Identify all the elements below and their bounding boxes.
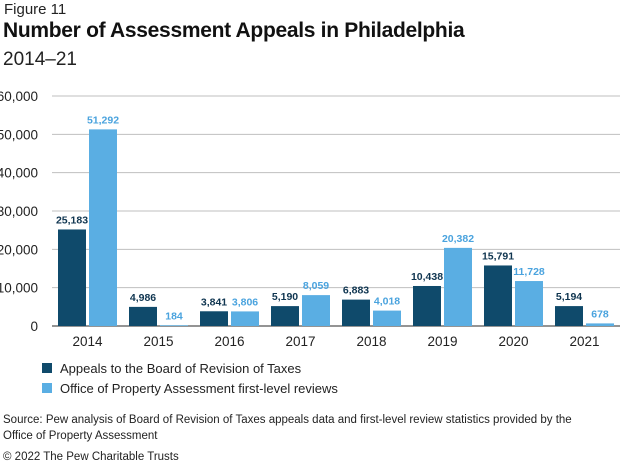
data-label: 15,791 bbox=[482, 250, 514, 262]
chart-subtitle: 2014–21 bbox=[3, 49, 77, 70]
legend-label-opa: Office of Property Assessment first-leve… bbox=[60, 380, 338, 396]
y-tick-label: 60,000 bbox=[0, 89, 38, 104]
x-tick-label: 2018 bbox=[356, 334, 386, 349]
bar-opa-2014 bbox=[89, 129, 117, 326]
x-tick-label: 2015 bbox=[143, 334, 173, 349]
bar-bort-2019 bbox=[413, 285, 441, 326]
bar-bort-2016 bbox=[200, 311, 228, 326]
y-tick-label: 0 bbox=[30, 319, 38, 334]
bar-opa-2020 bbox=[515, 281, 543, 326]
data-labels: 25,183 51,292 4,986 184 3,841 3,806 5,190 8,059… bbox=[56, 114, 609, 322]
data-label: 51,292 bbox=[87, 114, 119, 126]
legend-swatch-opa bbox=[42, 383, 52, 393]
data-label: 6,883 bbox=[343, 285, 369, 297]
bar-chart: 25,183 51,292 4,986 184 3,841 3,806 5,190 8,059… bbox=[0, 89, 620, 349]
x-tick-label: 2019 bbox=[427, 334, 457, 349]
data-label: 5,190 bbox=[272, 291, 298, 303]
data-label: 10,438 bbox=[411, 271, 443, 283]
legend-item-bort: Appeals to the Board of Revision of Taxe… bbox=[42, 358, 338, 378]
data-label: 8,059 bbox=[303, 280, 329, 292]
data-label: 3,806 bbox=[232, 296, 258, 308]
legend-item-opa: Office of Property Assessment first-leve… bbox=[42, 378, 338, 398]
legend: Appeals to the Board of Revision of Taxe… bbox=[42, 358, 338, 398]
bar-bort-2017 bbox=[271, 306, 299, 326]
data-label: 184 bbox=[165, 310, 183, 322]
data-label: 678 bbox=[591, 308, 609, 320]
bar-bort-2014 bbox=[58, 229, 86, 326]
data-label: 4,986 bbox=[130, 292, 156, 304]
bar-opa-2018 bbox=[373, 310, 401, 326]
source-note: Source: Pew analysis of Board of Revisio… bbox=[3, 414, 572, 442]
bar-bort-2021 bbox=[555, 306, 583, 326]
bar-bort-2018 bbox=[342, 299, 370, 326]
data-label: 25,183 bbox=[56, 214, 88, 226]
x-tick-label: 2017 bbox=[285, 334, 315, 349]
x-tick-label: 2021 bbox=[569, 334, 599, 349]
legend-label-bort: Appeals to the Board of Revision of Taxe… bbox=[60, 360, 302, 376]
x-tick-label: 2016 bbox=[214, 334, 244, 349]
axes: 0 10,000 20,000 30,000 40,000 50,000 60,000 201… bbox=[0, 89, 600, 349]
y-tick-label: 40,000 bbox=[0, 166, 38, 181]
x-tick-label: 2020 bbox=[498, 334, 528, 349]
y-tick-label: 30,000 bbox=[0, 204, 38, 219]
data-label: 11,728 bbox=[513, 266, 545, 278]
data-label: 3,841 bbox=[201, 296, 227, 308]
bar-opa-2019 bbox=[444, 247, 472, 326]
data-label: 20,382 bbox=[442, 233, 474, 245]
y-tick-label: 20,000 bbox=[0, 242, 38, 257]
chart-title: Number of Assessment Appeals in Philadel… bbox=[3, 19, 465, 42]
figure-label: Figure 11 bbox=[4, 1, 67, 18]
legend-swatch-bort bbox=[42, 363, 52, 373]
bar-opa-2016 bbox=[231, 311, 259, 326]
copyright: © 2022 The Pew Charitable Trusts bbox=[3, 451, 179, 463]
data-label: 5,194 bbox=[556, 291, 582, 303]
bar-opa-2021 bbox=[586, 323, 614, 326]
bars bbox=[58, 129, 614, 326]
bar-bort-2015 bbox=[129, 306, 157, 326]
bar-bort-2020 bbox=[484, 265, 512, 326]
x-tick-label: 2014 bbox=[72, 334, 103, 349]
y-tick-label: 10,000 bbox=[0, 281, 38, 296]
data-label: 4,018 bbox=[374, 296, 400, 308]
bar-opa-2017 bbox=[302, 295, 330, 326]
y-tick-label: 50,000 bbox=[0, 127, 38, 142]
bar-opa-2015 bbox=[160, 325, 188, 326]
